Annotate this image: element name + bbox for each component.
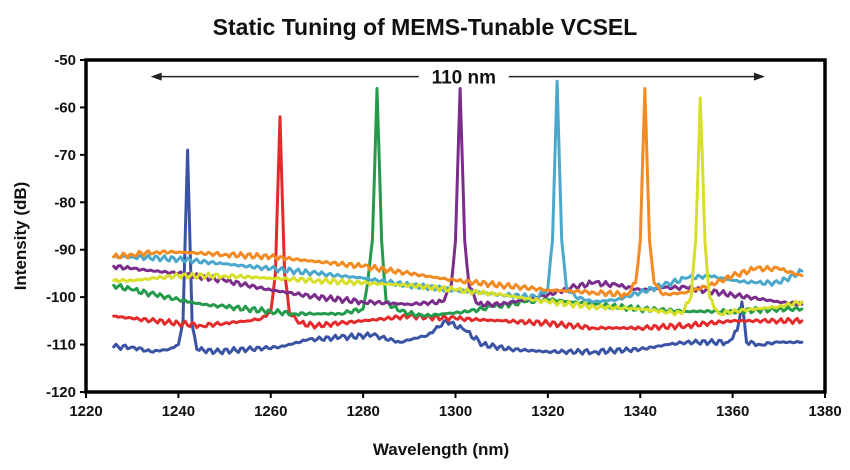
series-line-2 — [112, 115, 804, 332]
x-tick-label: 1240 — [162, 403, 195, 420]
y-tick-label: -50 — [54, 52, 76, 69]
y-tick-label: -120 — [46, 384, 76, 401]
annotation-110nm: 110 nm — [150, 68, 765, 89]
x-tick-label: 1320 — [531, 403, 564, 420]
annotation-arrowhead-left — [150, 72, 162, 81]
y-tick-label: -100 — [46, 289, 76, 306]
y-tick-label: -90 — [54, 242, 76, 259]
series-line-7 — [112, 96, 804, 317]
annotation-arrowhead-right — [753, 72, 765, 81]
x-tick-label: 1260 — [254, 403, 287, 420]
x-axis-label: Wavelength (nm) — [373, 440, 509, 459]
x-tick-label: 1220 — [69, 403, 102, 420]
chart-title: Static Tuning of MEMS-Tunable VCSEL — [213, 14, 638, 40]
series-line-4 — [112, 87, 804, 308]
x-tick-label: 1280 — [346, 403, 379, 420]
y-tick-label: -70 — [54, 147, 76, 164]
series-line-6 — [112, 87, 804, 299]
y-tick-label: -80 — [54, 194, 76, 211]
series-line-3 — [112, 87, 804, 318]
series-layer — [112, 79, 804, 356]
y-tick-label: -60 — [54, 99, 76, 116]
series-line-1 — [112, 148, 804, 356]
plot-frame — [84, 58, 827, 394]
axis-layer: 1220 1240 1260 1280 1300 1320 1340 1360 1380 -50 -… — [46, 52, 842, 420]
x-tick-label: 1300 — [439, 403, 472, 420]
annotation-label: 110 nm — [432, 68, 496, 89]
x-tick-label: 1340 — [624, 403, 657, 420]
y-tick-label: -110 — [47, 337, 76, 354]
y-axis-label: Intensity (dB) — [11, 182, 30, 291]
x-tick-label: 1380 — [808, 403, 841, 420]
x-tick-label: 1360 — [716, 403, 749, 420]
